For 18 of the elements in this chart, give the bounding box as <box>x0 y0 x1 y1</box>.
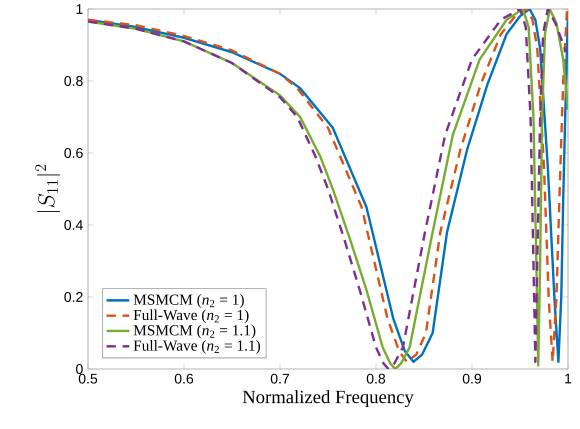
legend-label: MSMCM (n$_{2}$ = 1.1) <box>134 324 256 339</box>
legend-label: Full-Wave (n$_{2}$ = 1.1) <box>134 340 260 354</box>
legend-label: Full-Wave (n$_{2}$ = 1) <box>134 309 249 324</box>
y-tick-label: 0 <box>76 364 83 374</box>
x-tick-label: 0.6 <box>174 374 194 384</box>
x-axis-title: Normalized Frequency <box>242 390 414 408</box>
y-tick-label: 0.6 <box>64 148 83 158</box>
x-tick-label: 0.8 <box>366 374 386 384</box>
x-tick-label: 1 <box>565 374 572 384</box>
y-tick-label: 0.2 <box>64 292 83 302</box>
y-axis-title: $|S_{11}|^2$ <box>35 164 60 212</box>
y-tick-label: 0.4 <box>64 220 83 230</box>
y-tick-label: 0.8 <box>64 76 83 86</box>
x-tick-label: 0.5 <box>78 374 98 384</box>
legend-label: MSMCM (n$_{2}$ = 1) <box>134 294 244 308</box>
x-tick-label: 0.9 <box>462 374 482 384</box>
y-tick-label: 1 <box>76 4 83 14</box>
x-tick-label: 0.7 <box>270 374 290 384</box>
